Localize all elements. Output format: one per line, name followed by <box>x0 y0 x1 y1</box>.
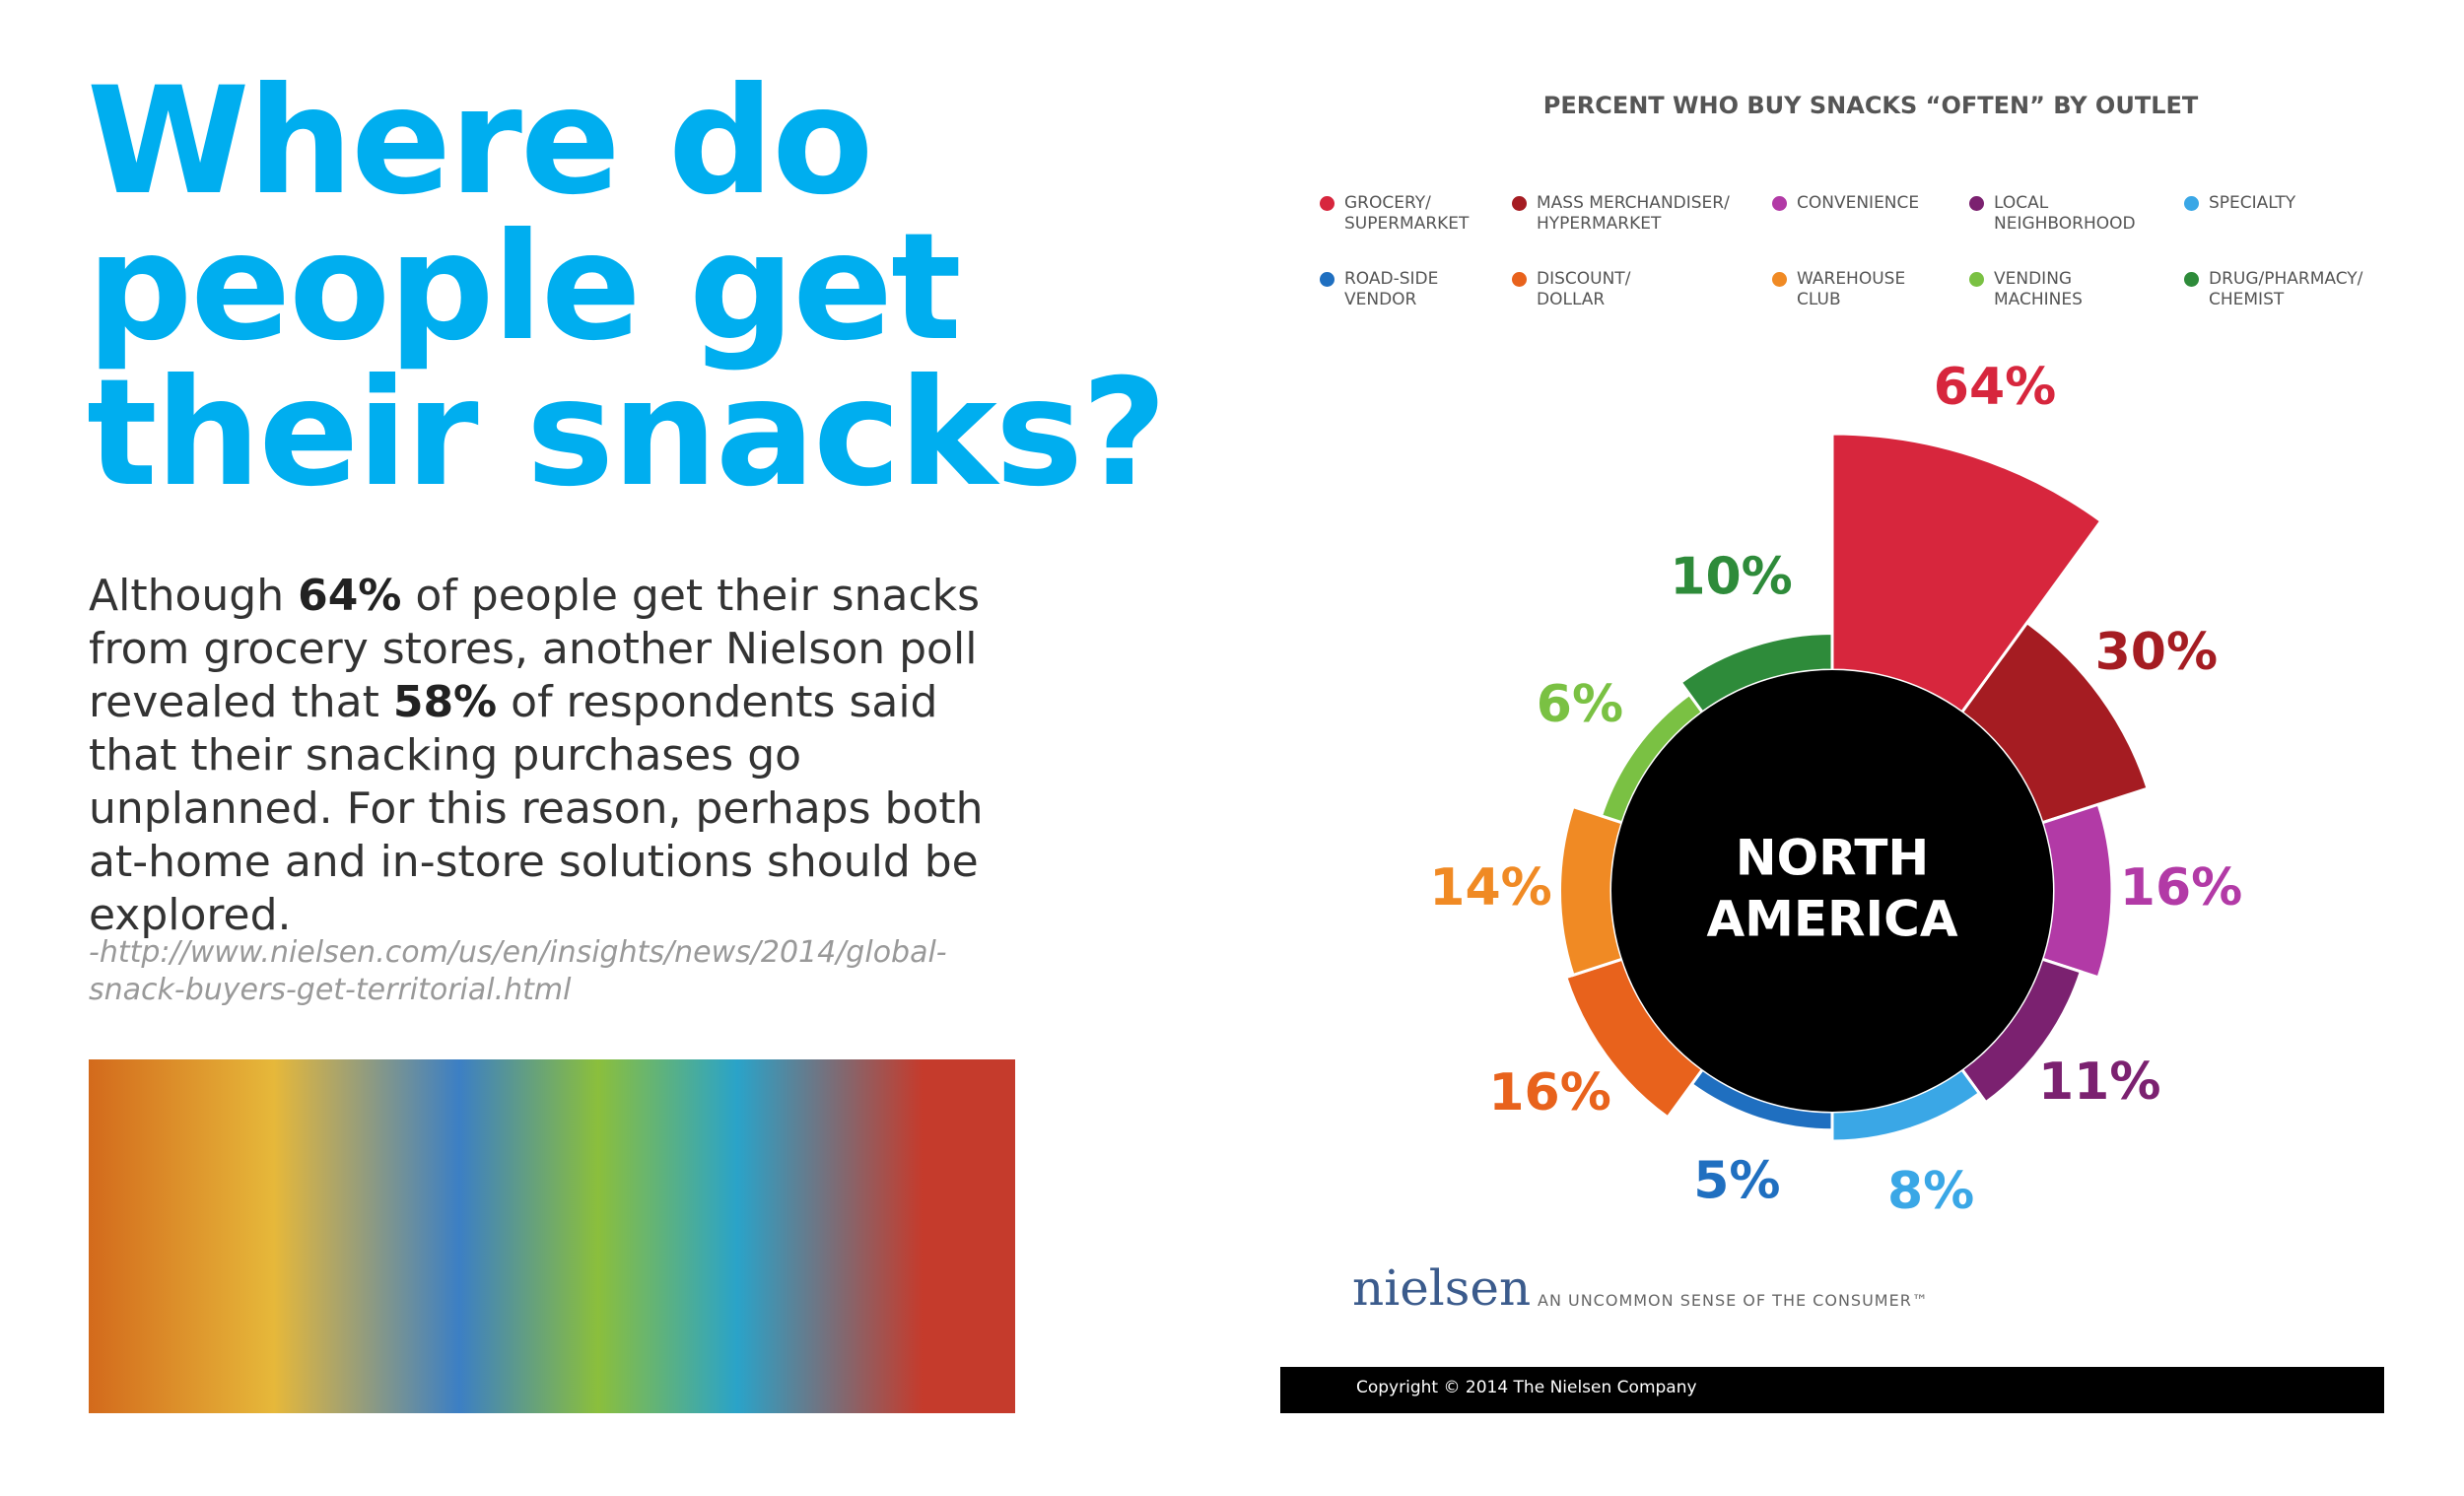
legend-item: SPECIALTY <box>2184 193 2295 214</box>
legend-item: VENDING MACHINES <box>1969 269 2083 310</box>
legend-label: DISCOUNT/ DOLLAR <box>1537 269 1631 309</box>
legend-label: GROCERY/ SUPERMARKET <box>1344 193 1470 234</box>
legend-item: DISCOUNT/ DOLLAR <box>1512 269 1630 310</box>
legend-swatch <box>1512 272 1527 287</box>
center-label: NORTH <box>1736 830 1930 887</box>
text-run: 64% <box>298 571 402 621</box>
legend-swatch <box>1320 272 1335 287</box>
slide-title: Where do people get their snacks? <box>87 56 1167 519</box>
legend-swatch <box>1772 272 1787 287</box>
value-label: 8% <box>1887 1162 1974 1221</box>
legend-item: MASS MERCHANDISER/ HYPERMARKET <box>1512 193 1730 235</box>
value-label: 16% <box>1488 1063 1610 1122</box>
legend-label: ROAD-SIDE VENDOR <box>1344 269 1439 309</box>
photo <box>89 1059 1015 1413</box>
text-run: of people get their snacks from grocery … <box>89 571 981 727</box>
text-run: of respondents said that their snacking … <box>89 677 984 940</box>
legend-swatch <box>1969 196 1984 211</box>
legend-swatch <box>1320 196 1335 211</box>
legend-item: LOCAL NEIGHBORHOOD <box>1969 193 2136 235</box>
value-label: 11% <box>2038 1053 2160 1112</box>
title-line: their snacks? <box>87 348 1167 519</box>
value-label: 14% <box>1429 858 1551 918</box>
source: -http://www.nielsen.com/us/en/insights/n… <box>89 935 947 1007</box>
legend-label: VENDING MACHINES <box>1994 269 2083 309</box>
legend-label: CONVENIENCE <box>1797 193 1920 213</box>
value-label: 16% <box>2120 858 2242 918</box>
legend-swatch <box>2184 196 2199 211</box>
legend-item: DRUG/PHARMACY/ CHEMIST <box>2184 269 2362 310</box>
tagline: AN UNCOMMON SENSE OF THE CONSUMER™ <box>1538 1291 1929 1310</box>
body-text: Although 64% of people get their snacks … <box>89 570 1035 942</box>
legend-swatch <box>1969 272 1984 287</box>
legend-item: WAREHOUSE CLUB <box>1772 269 1905 310</box>
legend-label: LOCAL NEIGHBORHOOD <box>1994 193 2136 234</box>
legend-label: WAREHOUSE CLUB <box>1797 269 1906 309</box>
legend-swatch <box>1512 196 1527 211</box>
footer-bar <box>1280 1367 2384 1413</box>
legend-label: MASS MERCHANDISER/ HYPERMARKET <box>1537 193 1730 234</box>
center-label: AMERICA <box>1706 891 1957 948</box>
value-label: 10% <box>1670 548 1792 607</box>
title-line: people get <box>87 202 962 374</box>
chart-title: PERCENT WHO BUY SNACKS “OFTEN” BY OUTLET <box>1543 92 2199 119</box>
text-run: Although <box>89 571 299 621</box>
legend-label: SPECIALTY <box>2209 193 2296 213</box>
legend-swatch <box>2184 272 2199 287</box>
logo: nielsen <box>1352 1259 1532 1317</box>
value-label: 64% <box>1934 358 2056 417</box>
text-run: 58% <box>392 677 498 727</box>
legend-item: ROAD-SIDE VENDOR <box>1320 269 1438 310</box>
value-label: 6% <box>1537 675 1623 734</box>
legend-label: DRUG/PHARMACY/ CHEMIST <box>2209 269 2363 309</box>
copyright: Copyright © 2014 The Nielsen Company <box>1356 1378 1697 1397</box>
value-label: 30% <box>2095 623 2218 682</box>
value-label: 5% <box>1693 1151 1780 1210</box>
title-line: Where do <box>87 56 873 228</box>
legend-item: GROCERY/ SUPERMARKET <box>1320 193 1469 235</box>
legend-swatch <box>1772 196 1787 211</box>
center-disc <box>1611 670 2053 1112</box>
chart: PERCENT WHO BUY SNACKS “OFTEN” BY OUTLET… <box>1429 92 2242 1221</box>
legend-item: CONVENIENCE <box>1772 193 1919 214</box>
